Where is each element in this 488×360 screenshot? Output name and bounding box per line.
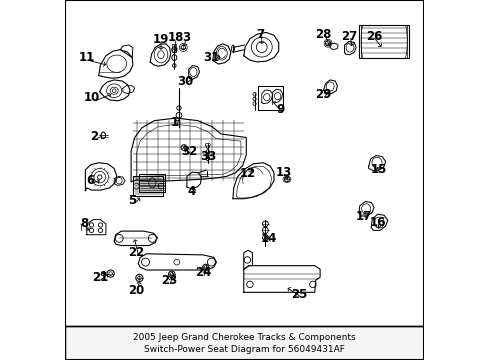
Text: 19: 19 — [152, 33, 169, 46]
Ellipse shape — [205, 143, 210, 146]
Text: 10: 10 — [84, 91, 100, 104]
Text: 12: 12 — [240, 167, 256, 180]
Text: 24: 24 — [195, 266, 211, 279]
Bar — [139, 174, 165, 192]
Text: 17: 17 — [355, 210, 371, 222]
Text: 7: 7 — [256, 28, 264, 41]
Ellipse shape — [262, 235, 268, 240]
Ellipse shape — [262, 227, 268, 234]
Bar — [64, 326, 424, 360]
Ellipse shape — [171, 55, 177, 60]
Text: 23: 23 — [161, 274, 177, 287]
Text: 29: 29 — [315, 88, 331, 101]
Text: 25: 25 — [290, 288, 307, 301]
Text: 26: 26 — [365, 30, 382, 42]
Text: 16: 16 — [369, 216, 385, 229]
Bar — [172, 44, 176, 52]
Text: 27: 27 — [340, 30, 356, 42]
Text: 3: 3 — [182, 31, 190, 44]
Text: 32: 32 — [181, 145, 198, 158]
Text: 8: 8 — [80, 217, 88, 230]
Text: 11: 11 — [79, 51, 95, 64]
Text: 15: 15 — [369, 163, 386, 176]
Text: 2005 Jeep Grand Cherokee Tracks & Components: 2005 Jeep Grand Cherokee Tracks & Compon… — [133, 333, 355, 342]
Text: 14: 14 — [260, 232, 277, 245]
Text: 18: 18 — [167, 31, 184, 44]
Text: 2: 2 — [90, 130, 98, 143]
Ellipse shape — [262, 221, 268, 227]
Text: 31: 31 — [203, 51, 219, 64]
Text: 22: 22 — [128, 246, 144, 259]
Text: 28: 28 — [315, 28, 331, 41]
Text: 1: 1 — [170, 116, 178, 129]
Text: 6: 6 — [86, 174, 94, 187]
Text: 9: 9 — [276, 103, 284, 116]
Bar — [133, 176, 163, 196]
Text: 30: 30 — [177, 75, 193, 87]
Text: 5: 5 — [128, 194, 136, 207]
Bar — [358, 25, 408, 58]
Text: 20: 20 — [127, 284, 143, 297]
Ellipse shape — [171, 47, 177, 53]
Text: 33: 33 — [200, 150, 216, 163]
Text: 21: 21 — [91, 271, 108, 284]
Text: 4: 4 — [187, 185, 195, 198]
Text: Switch-Power Seat Diagram for 56049431AF: Switch-Power Seat Diagram for 56049431AF — [144, 345, 344, 354]
Text: 13: 13 — [275, 166, 291, 179]
